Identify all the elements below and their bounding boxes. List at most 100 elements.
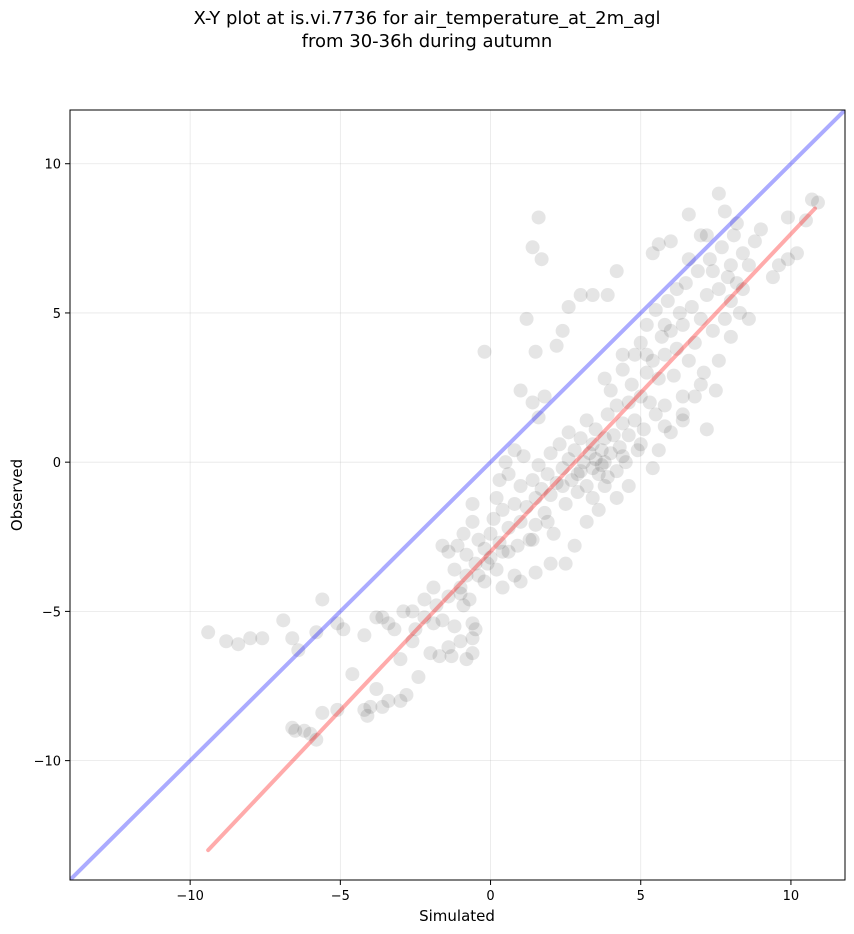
data-point bbox=[231, 637, 246, 652]
data-point bbox=[276, 613, 291, 628]
data-point bbox=[525, 240, 540, 255]
data-point bbox=[666, 368, 681, 383]
data-point bbox=[735, 246, 750, 261]
data-point bbox=[483, 526, 498, 541]
data-point bbox=[702, 252, 717, 267]
data-point bbox=[726, 228, 741, 243]
data-point bbox=[735, 282, 750, 297]
data-point bbox=[741, 258, 756, 273]
data-point bbox=[519, 311, 534, 326]
y-tick-label: −5 bbox=[42, 605, 61, 620]
data-point bbox=[513, 383, 528, 398]
data-point bbox=[513, 514, 528, 529]
x-tick-label: −10 bbox=[176, 889, 203, 904]
data-point bbox=[609, 398, 624, 413]
data-point bbox=[486, 511, 501, 526]
data-point bbox=[552, 437, 567, 452]
data-point bbox=[555, 479, 570, 494]
data-point bbox=[609, 490, 624, 505]
data-point bbox=[579, 514, 594, 529]
data-point bbox=[522, 532, 537, 547]
data-point bbox=[309, 625, 324, 640]
data-point bbox=[699, 288, 714, 303]
data-point bbox=[315, 592, 330, 607]
data-point bbox=[513, 574, 528, 589]
data-point bbox=[369, 610, 384, 625]
data-point bbox=[675, 317, 690, 332]
data-point bbox=[255, 631, 270, 646]
data-point bbox=[381, 616, 396, 631]
data-point bbox=[711, 353, 726, 368]
data-point bbox=[585, 437, 600, 452]
data-point bbox=[606, 428, 621, 443]
data-point bbox=[675, 413, 690, 428]
data-point bbox=[489, 562, 504, 577]
data-point bbox=[519, 499, 534, 514]
data-point bbox=[243, 631, 258, 646]
data-point bbox=[507, 443, 522, 458]
data-point bbox=[585, 461, 600, 476]
data-point bbox=[711, 186, 726, 201]
data-point bbox=[573, 464, 588, 479]
data-point bbox=[528, 490, 543, 505]
data-point bbox=[483, 550, 498, 565]
data-point bbox=[441, 589, 456, 604]
data-point bbox=[600, 407, 615, 422]
data-point bbox=[477, 344, 492, 359]
data-point bbox=[723, 294, 738, 309]
data-point bbox=[618, 455, 633, 470]
data-point bbox=[681, 353, 696, 368]
data-point bbox=[639, 317, 654, 332]
data-point bbox=[582, 446, 597, 461]
data-point bbox=[546, 526, 561, 541]
data-point bbox=[285, 631, 300, 646]
data-point bbox=[753, 222, 768, 237]
data-point bbox=[678, 276, 693, 291]
data-point bbox=[561, 299, 576, 314]
data-point bbox=[528, 565, 543, 580]
data-point bbox=[447, 562, 462, 577]
data-point bbox=[600, 288, 615, 303]
one-to-one-line bbox=[70, 110, 845, 880]
data-point bbox=[564, 473, 579, 488]
y-tick-label: −10 bbox=[34, 755, 61, 770]
data-point bbox=[507, 496, 522, 511]
data-point bbox=[633, 335, 648, 350]
data-point bbox=[375, 699, 390, 714]
data-point bbox=[765, 270, 780, 285]
data-point bbox=[525, 395, 540, 410]
grid-lines bbox=[70, 110, 845, 880]
data-point bbox=[717, 204, 732, 219]
data-point bbox=[804, 192, 819, 207]
data-point bbox=[573, 431, 588, 446]
data-point bbox=[360, 708, 375, 723]
data-point bbox=[669, 341, 684, 356]
data-point bbox=[489, 490, 504, 505]
data-point bbox=[492, 535, 507, 550]
data-point bbox=[411, 670, 426, 685]
data-point bbox=[612, 440, 627, 455]
data-point bbox=[747, 234, 762, 249]
data-point bbox=[513, 479, 528, 494]
data-point bbox=[432, 649, 447, 664]
data-point bbox=[771, 258, 786, 273]
data-point bbox=[531, 210, 546, 225]
data-point bbox=[579, 479, 594, 494]
data-point bbox=[729, 276, 744, 291]
data-point bbox=[696, 365, 711, 380]
data-point bbox=[336, 622, 351, 637]
data-point bbox=[597, 371, 612, 386]
data-point bbox=[543, 446, 558, 461]
chart-title-line-2: from 30-36h during autumn bbox=[301, 31, 553, 52]
data-point bbox=[609, 264, 624, 279]
data-point bbox=[633, 389, 648, 404]
data-point bbox=[558, 556, 573, 571]
data-point bbox=[405, 604, 420, 619]
data-point bbox=[597, 431, 612, 446]
data-point bbox=[534, 252, 549, 267]
data-point bbox=[501, 520, 516, 535]
data-point bbox=[555, 323, 570, 338]
data-point bbox=[597, 455, 612, 470]
data-point bbox=[393, 693, 408, 708]
data-point bbox=[495, 544, 510, 559]
